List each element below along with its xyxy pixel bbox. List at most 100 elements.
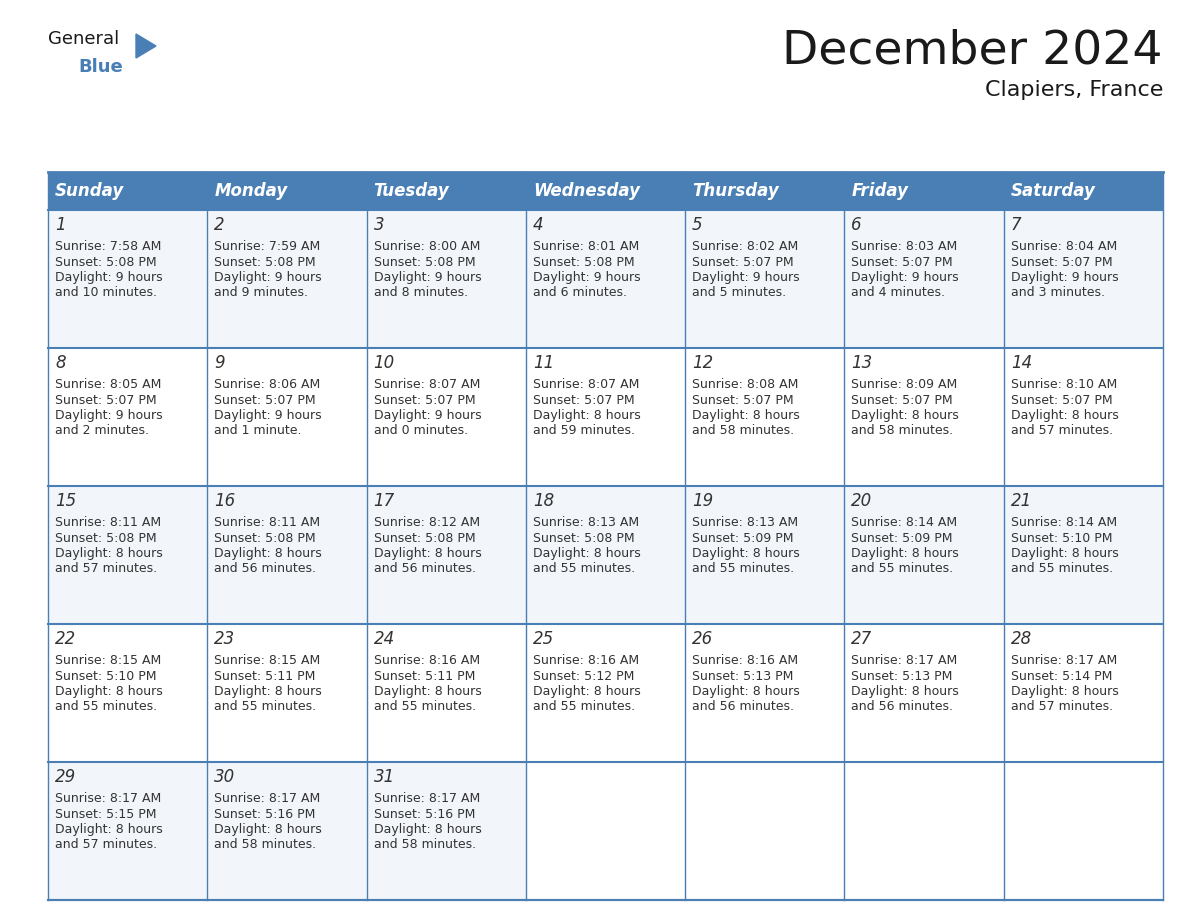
Text: Daylight: 8 hours: Daylight: 8 hours — [693, 547, 800, 560]
Text: and 56 minutes.: and 56 minutes. — [852, 700, 954, 713]
Text: Sunset: 5:12 PM: Sunset: 5:12 PM — [533, 669, 634, 682]
Polygon shape — [135, 34, 156, 58]
Bar — [1004, 348, 1163, 486]
Text: and 57 minutes.: and 57 minutes. — [1011, 700, 1113, 713]
Text: 4: 4 — [533, 216, 543, 234]
Text: and 1 minute.: and 1 minute. — [214, 424, 302, 438]
Text: Thursday: Thursday — [693, 182, 779, 200]
Text: Daylight: 8 hours: Daylight: 8 hours — [533, 685, 640, 698]
Text: 17: 17 — [373, 492, 394, 510]
Bar — [1004, 624, 1163, 762]
Text: 3: 3 — [373, 216, 384, 234]
Text: Sunset: 5:08 PM: Sunset: 5:08 PM — [55, 532, 157, 544]
Text: Daylight: 8 hours: Daylight: 8 hours — [1011, 409, 1118, 422]
Text: Sunset: 5:07 PM: Sunset: 5:07 PM — [533, 394, 634, 407]
Text: Daylight: 9 hours: Daylight: 9 hours — [55, 271, 163, 284]
Text: and 55 minutes.: and 55 minutes. — [1011, 563, 1113, 576]
Text: Daylight: 9 hours: Daylight: 9 hours — [1011, 271, 1118, 284]
Text: Daylight: 9 hours: Daylight: 9 hours — [214, 271, 322, 284]
Text: Sunrise: 8:16 AM: Sunrise: 8:16 AM — [373, 654, 480, 667]
Text: December 2024: December 2024 — [783, 28, 1163, 73]
Text: Sunset: 5:13 PM: Sunset: 5:13 PM — [852, 669, 953, 682]
Text: and 59 minutes.: and 59 minutes. — [533, 424, 634, 438]
Bar — [526, 624, 685, 762]
Text: Sunset: 5:09 PM: Sunset: 5:09 PM — [852, 532, 953, 544]
Text: and 58 minutes.: and 58 minutes. — [852, 424, 954, 438]
Bar — [367, 348, 526, 486]
Text: Sunset: 5:11 PM: Sunset: 5:11 PM — [214, 669, 316, 682]
Text: Blue: Blue — [78, 58, 122, 76]
Text: 16: 16 — [214, 492, 235, 510]
Text: Sunrise: 8:06 AM: Sunrise: 8:06 AM — [214, 378, 321, 391]
Text: Sunset: 5:08 PM: Sunset: 5:08 PM — [373, 255, 475, 268]
Text: and 55 minutes.: and 55 minutes. — [533, 563, 634, 576]
Text: 15: 15 — [55, 492, 76, 510]
Text: Daylight: 8 hours: Daylight: 8 hours — [693, 685, 800, 698]
Text: Sunset: 5:16 PM: Sunset: 5:16 PM — [373, 808, 475, 821]
Text: Sunrise: 8:07 AM: Sunrise: 8:07 AM — [533, 378, 639, 391]
Text: Sunrise: 8:07 AM: Sunrise: 8:07 AM — [373, 378, 480, 391]
Text: and 3 minutes.: and 3 minutes. — [1011, 286, 1105, 299]
Bar — [367, 172, 526, 210]
Text: and 10 minutes.: and 10 minutes. — [55, 286, 157, 299]
Text: Sunrise: 8:17 AM: Sunrise: 8:17 AM — [214, 792, 321, 805]
Text: 27: 27 — [852, 630, 873, 648]
Text: Sunset: 5:07 PM: Sunset: 5:07 PM — [693, 255, 794, 268]
Text: Daylight: 8 hours: Daylight: 8 hours — [533, 409, 640, 422]
Text: 25: 25 — [533, 630, 554, 648]
Text: Daylight: 9 hours: Daylight: 9 hours — [214, 409, 322, 422]
Text: Daylight: 9 hours: Daylight: 9 hours — [373, 271, 481, 284]
Text: Sunset: 5:11 PM: Sunset: 5:11 PM — [373, 669, 475, 682]
Text: General: General — [48, 30, 119, 48]
Text: 24: 24 — [373, 630, 394, 648]
Text: Sunrise: 8:09 AM: Sunrise: 8:09 AM — [852, 378, 958, 391]
Text: Sunset: 5:08 PM: Sunset: 5:08 PM — [373, 532, 475, 544]
Text: 10: 10 — [373, 354, 394, 372]
Bar — [526, 348, 685, 486]
Text: Sunrise: 8:17 AM: Sunrise: 8:17 AM — [852, 654, 958, 667]
Text: and 58 minutes.: and 58 minutes. — [693, 424, 795, 438]
Text: and 55 minutes.: and 55 minutes. — [373, 700, 475, 713]
Text: Sunrise: 8:13 AM: Sunrise: 8:13 AM — [693, 516, 798, 529]
Text: 13: 13 — [852, 354, 873, 372]
Text: Sunrise: 8:04 AM: Sunrise: 8:04 AM — [1011, 240, 1117, 253]
Text: Sunrise: 8:02 AM: Sunrise: 8:02 AM — [693, 240, 798, 253]
Text: Sunset: 5:07 PM: Sunset: 5:07 PM — [214, 394, 316, 407]
Text: Sunset: 5:08 PM: Sunset: 5:08 PM — [55, 255, 157, 268]
Text: Monday: Monday — [214, 182, 287, 200]
Text: 12: 12 — [693, 354, 713, 372]
Text: Daylight: 8 hours: Daylight: 8 hours — [373, 823, 481, 836]
Text: Sunrise: 8:13 AM: Sunrise: 8:13 AM — [533, 516, 639, 529]
Text: Clapiers, France: Clapiers, France — [985, 80, 1163, 100]
Text: Sunrise: 8:03 AM: Sunrise: 8:03 AM — [852, 240, 958, 253]
Text: Daylight: 8 hours: Daylight: 8 hours — [373, 685, 481, 698]
Bar — [207, 348, 367, 486]
Text: 23: 23 — [214, 630, 235, 648]
Bar — [845, 210, 1004, 348]
Text: Sunset: 5:15 PM: Sunset: 5:15 PM — [55, 808, 157, 821]
Text: Sunrise: 8:14 AM: Sunrise: 8:14 AM — [852, 516, 958, 529]
Text: 1: 1 — [55, 216, 65, 234]
Bar — [685, 486, 845, 624]
Text: Sunrise: 8:12 AM: Sunrise: 8:12 AM — [373, 516, 480, 529]
Bar — [367, 762, 526, 900]
Text: 14: 14 — [1011, 354, 1032, 372]
Text: Daylight: 8 hours: Daylight: 8 hours — [852, 547, 959, 560]
Text: Sunset: 5:14 PM: Sunset: 5:14 PM — [1011, 669, 1112, 682]
Bar — [48, 762, 207, 900]
Text: Daylight: 9 hours: Daylight: 9 hours — [55, 409, 163, 422]
Text: 21: 21 — [1011, 492, 1032, 510]
Bar — [526, 486, 685, 624]
Text: and 4 minutes.: and 4 minutes. — [852, 286, 946, 299]
Bar — [367, 486, 526, 624]
Text: 19: 19 — [693, 492, 713, 510]
Text: Daylight: 8 hours: Daylight: 8 hours — [373, 547, 481, 560]
Text: Sunset: 5:08 PM: Sunset: 5:08 PM — [533, 532, 634, 544]
Text: 31: 31 — [373, 768, 394, 786]
Bar — [685, 172, 845, 210]
Bar — [685, 210, 845, 348]
Text: 5: 5 — [693, 216, 703, 234]
Bar — [845, 624, 1004, 762]
Text: Sunset: 5:16 PM: Sunset: 5:16 PM — [214, 808, 316, 821]
Bar — [367, 210, 526, 348]
